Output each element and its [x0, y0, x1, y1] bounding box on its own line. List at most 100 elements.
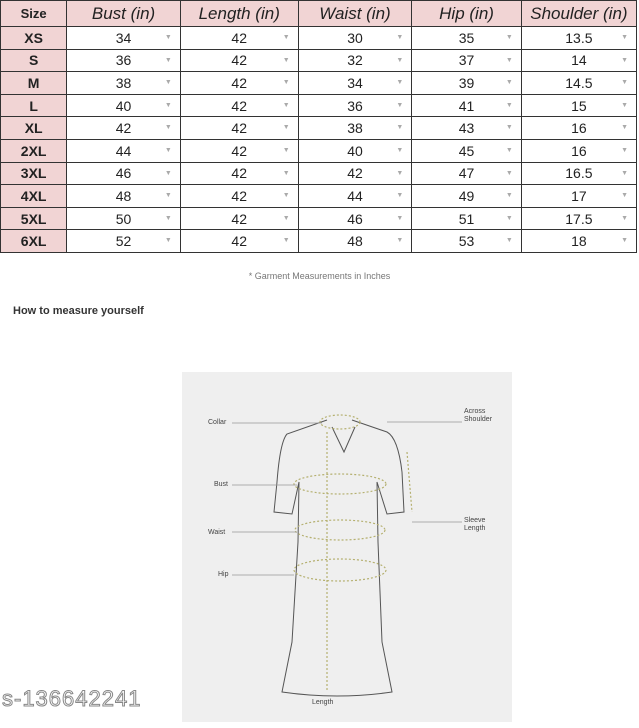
cell-value: 48	[115, 187, 132, 204]
dropdown-arrow-icon: ▼	[282, 214, 290, 222]
measurement-cell: 36 ▼	[297, 93, 413, 118]
cell-value: 44	[115, 142, 132, 159]
size-cell: L	[0, 93, 68, 118]
dropdown-arrow-icon: ▼	[621, 237, 628, 245]
dropdown-arrow-icon: ▼	[282, 237, 290, 245]
dropdown-arrow-icon: ▼	[621, 169, 628, 177]
measurement-cell: 42 ▼	[179, 184, 299, 208]
cell-value: 40	[347, 142, 363, 159]
dropdown-arrow-icon: ▼	[396, 101, 404, 109]
dropdown-arrow-icon: ▼	[621, 192, 628, 200]
measurement-cell: 42 ▼	[179, 161, 299, 186]
measurement-cell: 16.5 ▼	[520, 161, 638, 186]
measurement-cell: 42 ▼	[179, 48, 299, 73]
table-row: XS 34 ▼ 42 ▼ 30 ▼ 35 ▼ 13.5 ▼	[0, 26, 638, 50]
dropdown-arrow-icon: ▼	[505, 237, 513, 245]
dropdown-arrow-icon: ▼	[505, 124, 513, 132]
measurement-cell: 47 ▼	[411, 161, 522, 186]
dropdown-arrow-icon: ▼	[621, 124, 628, 132]
cell-value: 41	[458, 97, 475, 114]
size-cell: M	[0, 71, 68, 95]
measurement-cell: 17.5 ▼	[520, 206, 638, 231]
dropdown-arrow-icon: ▼	[505, 146, 513, 154]
dropdown-arrow-icon: ▼	[505, 169, 513, 177]
column-header: Shoulder (in)	[520, 0, 638, 27]
cell-value: 36	[115, 52, 132, 69]
table-row: XL 42 ▼ 42 ▼ 38 ▼ 43 ▼ 16 ▼	[0, 116, 638, 140]
measurement-cell: 32 ▼	[297, 48, 413, 73]
dropdown-arrow-icon: ▼	[164, 101, 172, 109]
measurement-cell: 46 ▼	[66, 161, 181, 186]
waist-label: Waist	[208, 529, 226, 536]
length-label: Length	[312, 699, 334, 706]
measurement-cell: 34 ▼	[66, 26, 181, 50]
dropdown-arrow-icon: ▼	[164, 56, 172, 64]
measurement-cell: 37 ▼	[411, 48, 522, 73]
column-header: Hip (in)	[411, 0, 522, 27]
dropdown-arrow-icon: ▼	[282, 56, 290, 64]
column-header: Length (in)	[179, 0, 299, 27]
cell-value: 34	[347, 74, 363, 91]
dropdown-arrow-icon: ▼	[505, 192, 513, 200]
measurement-cell: 51 ▼	[411, 206, 522, 231]
bust-label: Bust	[214, 481, 229, 488]
how-to-measure-heading: How to measure yourself	[13, 305, 144, 317]
dropdown-arrow-icon: ▼	[396, 214, 404, 222]
dropdown-arrow-icon: ▼	[505, 34, 513, 41]
dropdown-arrow-icon: ▼	[282, 169, 290, 177]
cell-value: 42	[115, 120, 132, 137]
dropdown-arrow-icon: ▼	[164, 214, 172, 222]
measurement-cell: 16 ▼	[520, 116, 638, 140]
cell-value: 47	[458, 165, 475, 182]
dropdown-arrow-icon: ▼	[164, 34, 172, 41]
cell-value: 16	[571, 142, 587, 159]
dropdown-arrow-icon: ▼	[282, 124, 290, 132]
measurement-cell: 14.5 ▼	[520, 71, 638, 95]
size-cell: 6XL	[0, 229, 68, 253]
dropdown-arrow-icon: ▼	[282, 146, 290, 154]
cell-value: 14.5	[565, 74, 593, 91]
measurement-cell: 41 ▼	[411, 93, 522, 118]
cell-value: 46	[347, 210, 363, 227]
measurement-cell: 40 ▼	[66, 93, 181, 118]
dropdown-arrow-icon: ▼	[282, 101, 290, 109]
dropdown-arrow-icon: ▼	[396, 124, 404, 132]
column-header: Bust (in)	[66, 0, 181, 27]
measurement-cell: 42 ▼	[179, 229, 299, 253]
cell-value: 42	[231, 187, 247, 204]
cell-value: 49	[458, 187, 475, 204]
measurement-cell: 18 ▼	[520, 229, 638, 253]
dropdown-arrow-icon: ▼	[621, 79, 628, 87]
cell-value: 42	[231, 142, 247, 159]
dropdown-arrow-icon: ▼	[505, 56, 513, 64]
cell-value: 42	[231, 74, 247, 91]
cell-value: 42	[347, 165, 363, 182]
measurement-cell: 48 ▼	[66, 184, 181, 208]
cell-value: 51	[458, 210, 475, 227]
dropdown-arrow-icon: ▼	[505, 101, 513, 109]
sleeve-length-label: Sleeve Length	[464, 517, 486, 532]
measurement-cell: 42 ▼	[66, 116, 181, 140]
measurement-cell: 42 ▼	[179, 26, 299, 50]
cell-value: 45	[458, 142, 475, 159]
kurta-outline-illustration	[232, 414, 462, 697]
size-chart-table: Size Bust (in) Length (in) Waist (in) Hip (i…	[0, 0, 638, 253]
across-shoulder-label: Across Shoulder	[464, 408, 493, 423]
cell-value: 42	[231, 29, 247, 46]
size-cell: 2XL	[0, 138, 68, 163]
size-cell: XL	[0, 116, 68, 140]
table-row: 2XL 44 ▼ 42 ▼ 40 ▼ 45 ▼ 16 ▼	[0, 138, 638, 163]
measurement-cell: 17 ▼	[520, 184, 638, 208]
measurement-note: * Garment Measurements in Inches	[248, 271, 391, 281]
dropdown-arrow-icon: ▼	[282, 79, 290, 87]
cell-value: 43	[458, 120, 475, 137]
measurement-cell: 13.5 ▼	[520, 26, 638, 50]
cell-value: 50	[115, 210, 132, 227]
measurement-cell: 39 ▼	[411, 71, 522, 95]
dropdown-arrow-icon: ▼	[505, 79, 513, 87]
measurement-cell: 15 ▼	[520, 93, 638, 118]
dropdown-arrow-icon: ▼	[164, 146, 172, 154]
cell-value: 13.5	[565, 29, 593, 46]
table-row: L 40 ▼ 42 ▼ 36 ▼ 41 ▼ 15 ▼	[0, 93, 638, 118]
table-row: 3XL 46 ▼ 42 ▼ 42 ▼ 47 ▼ 16.5 ▼	[0, 161, 638, 186]
